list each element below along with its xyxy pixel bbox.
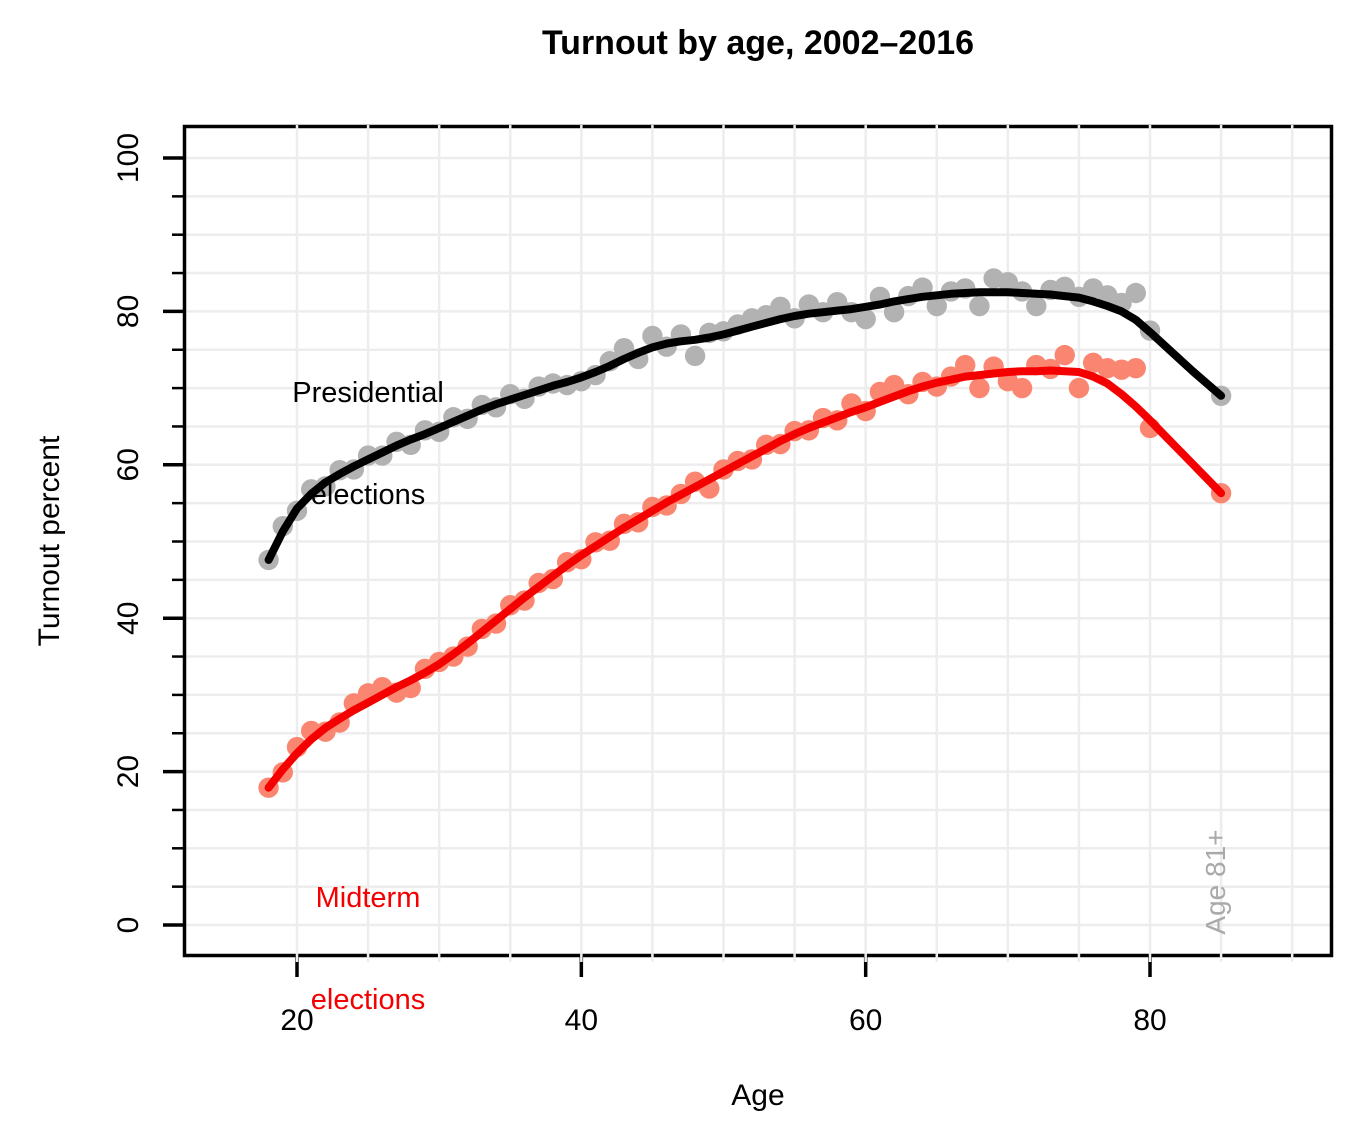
annotation-age-81-plus: Age 81+: [1200, 829, 1231, 935]
chart-title: Turnout by age, 2002–2016: [541, 24, 975, 62]
y-tick-label: 80: [112, 295, 145, 328]
annotation-midterm-elections: Midterm elections: [228, 813, 508, 1051]
x-tick-label: 20: [280, 1004, 313, 1037]
presidential-point: [969, 295, 990, 317]
presidential-point: [684, 345, 706, 367]
annotation-midterm-line2: elections: [310, 984, 426, 1016]
midterm-point: [969, 377, 990, 399]
presidential-point: [855, 308, 876, 330]
annotation-presidential-line1: Presidential: [292, 377, 444, 409]
presidential-point: [926, 295, 947, 317]
midterm-point: [1125, 357, 1147, 379]
annotation-presidential-elections: Presidential elections: [228, 308, 508, 546]
x-tick-label: 60: [849, 1004, 882, 1037]
presidential-point: [883, 301, 905, 323]
presidential-point: [642, 325, 663, 347]
presidential-trend-line: [264, 288, 1226, 564]
annotation-midterm-line1: Midterm: [315, 882, 421, 914]
x-axis-label: Age: [731, 1079, 785, 1112]
y-axis-label: Turnout percent: [33, 435, 66, 647]
midterm-point: [1054, 344, 1075, 366]
annotation-presidential-line2: elections: [310, 479, 426, 511]
midterm-point: [1068, 377, 1090, 399]
y-tick-label: 0: [112, 917, 145, 934]
midterm-point: [954, 354, 976, 376]
x-tick-label: 40: [565, 1004, 598, 1037]
midterm-trend-line: [264, 366, 1226, 792]
y-tick-label: 40: [112, 602, 145, 635]
y-tick-label: 20: [112, 755, 145, 788]
y-tick-label: 60: [112, 448, 145, 481]
x-tick-label: 80: [1133, 1004, 1166, 1037]
midterm-point: [1011, 377, 1033, 399]
presidential-point: [1026, 295, 1047, 317]
y-tick-label: 100: [112, 133, 145, 183]
presidential-point: [1125, 282, 1147, 304]
plot-frame: [182, 124, 1334, 958]
presidential-point: [770, 296, 791, 317]
